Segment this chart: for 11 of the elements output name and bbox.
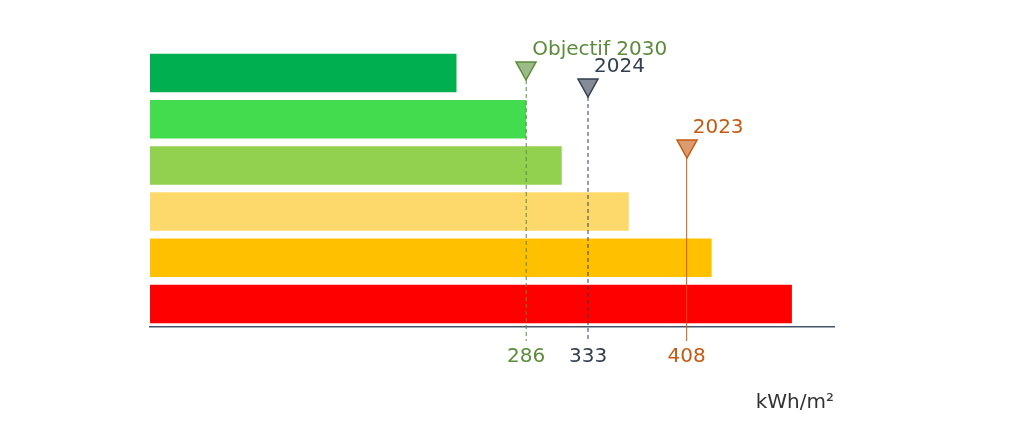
bar [150,238,712,277]
x-tick-label: 286 [507,343,546,368]
bar [150,284,792,324]
bar [150,100,527,139]
x-axis-title: kWh/m² [755,389,834,414]
bar [150,53,457,93]
bar [150,146,562,185]
x-tick-label: 408 [667,343,706,368]
bar [150,192,629,231]
annotation: 2023 [692,113,744,138]
x-tick-label: 333 [568,343,608,368]
